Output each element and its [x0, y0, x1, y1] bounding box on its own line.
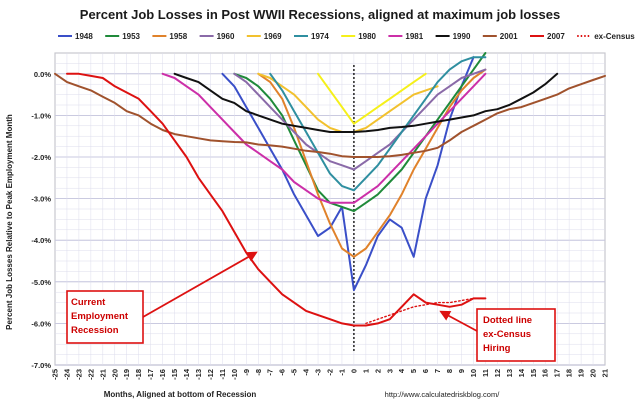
- x-tick-label: 5: [409, 369, 418, 373]
- x-tick-label: -23: [74, 369, 83, 380]
- x-tick-label: -9: [242, 369, 251, 376]
- x-tick-label: -25: [51, 369, 60, 380]
- legend-label-1958: 1958: [169, 32, 187, 41]
- x-tick-label: 2: [373, 369, 382, 373]
- x-tick-label: -19: [122, 369, 131, 380]
- y-tick-label: -1.0%: [31, 111, 51, 120]
- x-axis-ticks: -25 -24 -23 -22 -21 -20 -19 -18 -17 -16 -15 -14 -13-…: [51, 368, 610, 380]
- x-tick-label: 8: [445, 369, 454, 373]
- legend-label-1990: 1990: [453, 32, 471, 41]
- x-tick-label: -16: [158, 369, 167, 380]
- series-lines: [54, 52, 606, 327]
- legend-label-2001: 2001: [500, 32, 518, 41]
- x-tick-label: -3: [314, 369, 323, 376]
- legend-label-1953: 1953: [122, 32, 140, 41]
- x-tick-label: 21: [601, 369, 610, 377]
- series-line-1990: [173, 72, 559, 133]
- x-tick-label: -6: [278, 369, 287, 376]
- series-line-1981: [161, 72, 487, 204]
- x-tick-label: -22: [86, 369, 95, 380]
- y-tick-label: -6.0%: [31, 319, 51, 328]
- x-tick-label: 11: [481, 369, 490, 377]
- x-tick-label: 10: [469, 369, 478, 377]
- callout-text-excensus: ex-Census: [483, 329, 531, 340]
- x-tick-label: 12: [493, 369, 502, 377]
- legend-label-1948: 1948: [75, 32, 93, 41]
- x-tick-label: -2: [326, 369, 335, 376]
- x-tick-label: -20: [110, 369, 119, 380]
- x-tick-label: 6: [421, 369, 430, 373]
- callout-text-current: Recession: [71, 325, 119, 336]
- x-tick-label: 18: [565, 369, 574, 377]
- x-tick-label: -21: [98, 369, 107, 380]
- x-tick-label: 4: [397, 368, 406, 373]
- y-axis-ticks: 0.0% -1.0% -2.0% -3.0% -4.0% -5.0% -6.0% -7.0%: [31, 70, 51, 370]
- x-tick-label: -7: [266, 369, 275, 376]
- x-tick-label: -5: [290, 369, 299, 376]
- series-line-ex-census: [365, 297, 487, 325]
- x-tick-label: -11: [218, 369, 227, 379]
- y-tick-label: -5.0%: [31, 278, 51, 287]
- x-tick-label: 15: [529, 369, 538, 377]
- callout-text-current: Current: [71, 297, 106, 308]
- legend-label-2007: 2007: [547, 32, 565, 41]
- annotations: Current Employment Recession Dotted line ex-…: [66, 251, 556, 362]
- callout-text-current: Employment: [71, 311, 129, 322]
- series-line-2007: [66, 72, 487, 327]
- x-tick-label: -1: [337, 369, 346, 376]
- x-tick-label: 0: [349, 369, 358, 373]
- callout-text-excensus: Hiring: [483, 343, 511, 354]
- x-tick-label: 19: [577, 369, 586, 377]
- legend-label-1981: 1981: [405, 32, 423, 41]
- y-tick-label: -7.0%: [31, 361, 51, 370]
- x-tick-label: 20: [589, 369, 598, 377]
- x-tick-label: -14: [182, 368, 191, 380]
- y-tick-label: -2.0%: [31, 153, 51, 162]
- series-line-1980: [317, 72, 427, 125]
- x-tick-label: -17: [146, 369, 155, 380]
- x-tick-label: 16: [541, 369, 550, 377]
- callout-text-excensus: Dotted line: [483, 315, 532, 326]
- series-line-1960: [233, 68, 487, 171]
- x-tick-label: 1: [361, 369, 370, 373]
- callout-box-excensus: [476, 308, 556, 362]
- legend-label-ex-census: ex-Census: [594, 32, 635, 41]
- x-tick-label: 9: [457, 369, 466, 373]
- y-tick-label: -4.0%: [31, 236, 51, 245]
- y-tick-label: -3.0%: [31, 195, 51, 204]
- series-line-1953: [233, 52, 487, 213]
- x-tick-label: 7: [433, 369, 442, 373]
- chart-title: Percent Job Losses in Post WWII Recessio…: [80, 7, 560, 22]
- x-tick-label: -4: [302, 368, 311, 375]
- x-tick-label: -12: [206, 369, 215, 380]
- y-tick-label: 0.0%: [34, 70, 51, 79]
- x-tick-label: -18: [134, 369, 143, 380]
- series-line-1948: [221, 56, 475, 292]
- x-tick-label: -13: [194, 369, 203, 380]
- legend-label-1974: 1974: [311, 32, 329, 41]
- series-line-2001: [54, 72, 606, 158]
- x-tick-label: 13: [505, 369, 514, 377]
- x-tick-label: -8: [254, 369, 263, 376]
- x-axis-label: Months, Aligned at bottom of Recession: [104, 390, 257, 399]
- x-tick-label: -15: [170, 369, 179, 380]
- x-tick-label: 14: [517, 368, 526, 377]
- source-url: http://www.calculatedriskblog.com/: [385, 390, 501, 399]
- series-line-1974: [269, 56, 487, 192]
- x-tick-label: 3: [385, 369, 394, 373]
- x-tick-label: -10: [230, 369, 239, 380]
- callout-box-current: [66, 290, 144, 344]
- callout-arrow-excensus: [439, 310, 478, 332]
- legend-label-1969: 1969: [264, 32, 282, 41]
- y-axis-label: Percent Job Losses Relative to Peak Empl…: [5, 114, 14, 330]
- legend: 1948 1953 1958 1960 1969 1974 1980 1981 1990 2001…: [58, 32, 635, 41]
- x-tick-label: 17: [553, 369, 562, 377]
- legend-label-1980: 1980: [358, 32, 376, 41]
- x-tick-label: -24: [62, 368, 71, 380]
- legend-label-1960: 1960: [217, 32, 235, 41]
- callout-arrow-current: [142, 251, 258, 318]
